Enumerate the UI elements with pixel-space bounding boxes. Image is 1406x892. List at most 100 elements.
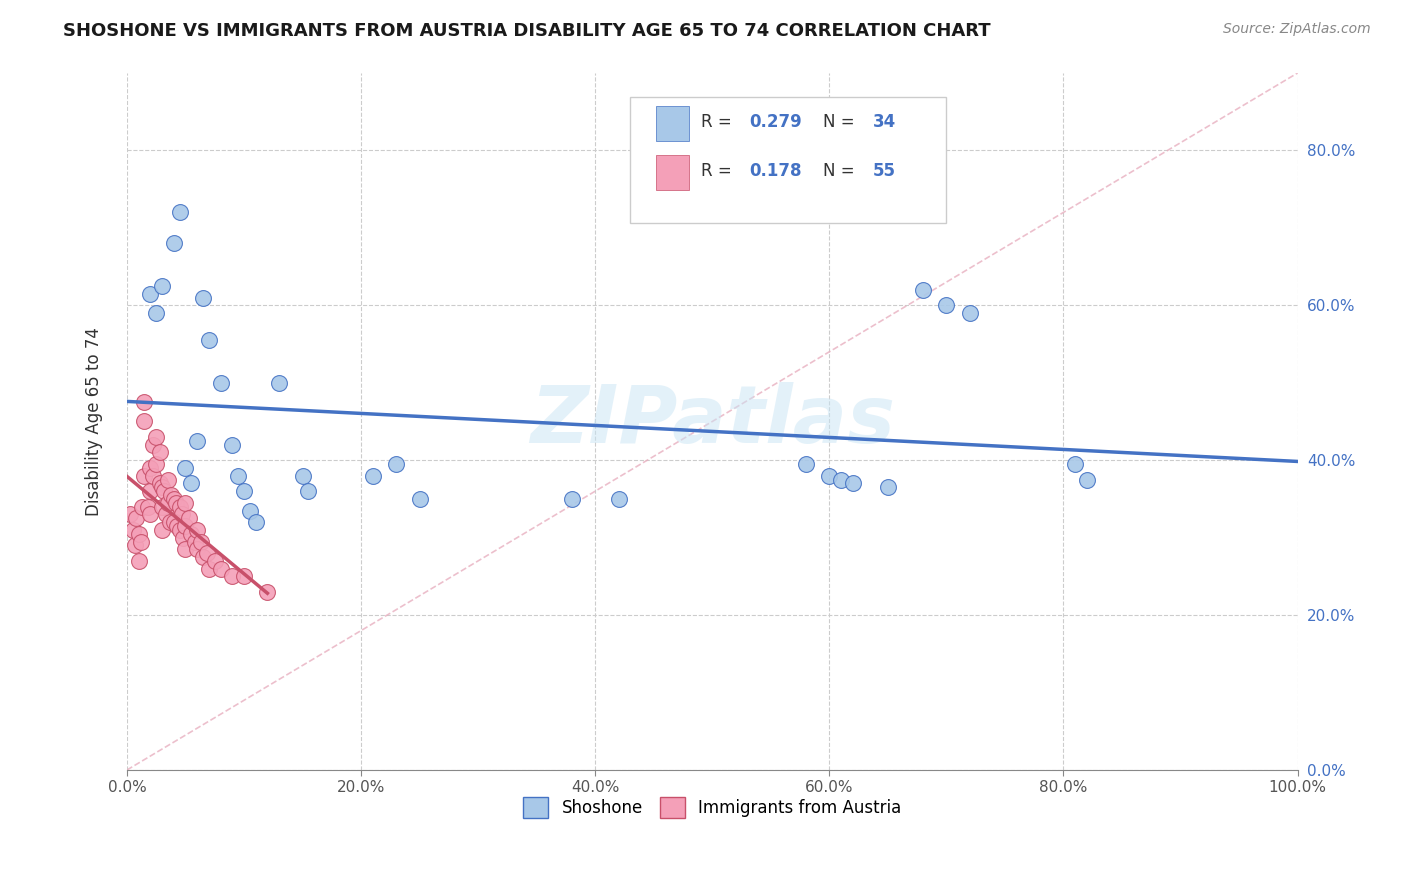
Point xyxy=(561,491,583,506)
FancyBboxPatch shape xyxy=(630,97,946,223)
Point xyxy=(186,434,208,448)
Y-axis label: Disability Age 65 to 74: Disability Age 65 to 74 xyxy=(86,327,103,516)
Point xyxy=(149,476,172,491)
Text: N =: N = xyxy=(824,161,860,179)
Point xyxy=(180,526,202,541)
Text: R =: R = xyxy=(700,112,737,131)
Point xyxy=(150,480,173,494)
Point xyxy=(121,523,143,537)
Point xyxy=(291,468,314,483)
Text: N =: N = xyxy=(824,112,860,131)
Point xyxy=(177,511,200,525)
Point xyxy=(153,484,176,499)
Point xyxy=(198,561,221,575)
Point xyxy=(150,279,173,293)
Point xyxy=(174,461,197,475)
Point xyxy=(149,445,172,459)
Point xyxy=(163,236,186,251)
Point xyxy=(959,306,981,320)
Point xyxy=(145,457,167,471)
Point xyxy=(830,473,852,487)
Bar xyxy=(657,155,689,190)
Point xyxy=(169,205,191,219)
Point xyxy=(134,395,156,409)
Point xyxy=(239,503,262,517)
Point xyxy=(174,496,197,510)
Point xyxy=(408,491,430,506)
Text: Source: ZipAtlas.com: Source: ZipAtlas.com xyxy=(1223,22,1371,37)
Text: 0.279: 0.279 xyxy=(749,112,803,131)
Point xyxy=(180,476,202,491)
Point xyxy=(134,468,156,483)
Point xyxy=(209,561,232,575)
Point xyxy=(156,496,179,510)
Point xyxy=(226,468,249,483)
Point xyxy=(124,538,146,552)
Point xyxy=(165,496,187,510)
Point xyxy=(170,508,193,522)
Point xyxy=(139,286,162,301)
Point xyxy=(204,554,226,568)
Point xyxy=(128,554,150,568)
Point xyxy=(163,515,186,529)
Point xyxy=(245,515,267,529)
Point xyxy=(142,438,165,452)
Point xyxy=(163,491,186,506)
Point xyxy=(120,508,142,522)
Text: 55: 55 xyxy=(873,161,896,179)
Point xyxy=(145,306,167,320)
Point xyxy=(131,500,153,514)
Text: ZIPatlas: ZIPatlas xyxy=(530,383,894,460)
Point xyxy=(184,534,207,549)
Text: 34: 34 xyxy=(873,112,896,131)
Point xyxy=(150,500,173,514)
Point xyxy=(269,376,291,390)
Point xyxy=(818,468,841,483)
Bar xyxy=(657,106,689,141)
Point xyxy=(155,508,177,522)
Point xyxy=(172,531,194,545)
Point xyxy=(191,549,214,564)
Point xyxy=(166,519,188,533)
Point xyxy=(1064,457,1087,471)
Point xyxy=(134,415,156,429)
Point xyxy=(139,461,162,475)
Legend: Shoshone, Immigrants from Austria: Shoshone, Immigrants from Austria xyxy=(516,790,908,824)
Point xyxy=(607,491,630,506)
Point xyxy=(361,468,384,483)
Point xyxy=(142,468,165,483)
Point xyxy=(160,488,183,502)
Point xyxy=(876,480,898,494)
Point xyxy=(159,515,181,529)
Point xyxy=(186,542,208,557)
Point xyxy=(221,438,243,452)
Point xyxy=(221,569,243,583)
Text: SHOSHONE VS IMMIGRANTS FROM AUSTRIA DISABILITY AGE 65 TO 74 CORRELATION CHART: SHOSHONE VS IMMIGRANTS FROM AUSTRIA DISA… xyxy=(63,22,991,40)
Point xyxy=(256,585,278,599)
Point xyxy=(191,291,214,305)
Point xyxy=(190,534,212,549)
Point xyxy=(174,519,197,533)
Point xyxy=(136,500,159,514)
Point xyxy=(209,376,232,390)
Point xyxy=(911,283,934,297)
Text: R =: R = xyxy=(700,161,737,179)
Point xyxy=(794,457,817,471)
Point xyxy=(1076,473,1098,487)
Point xyxy=(125,511,148,525)
Point xyxy=(186,523,208,537)
Point xyxy=(145,430,167,444)
Point xyxy=(233,484,256,499)
Point xyxy=(233,569,256,583)
Text: 0.178: 0.178 xyxy=(749,161,803,179)
Point xyxy=(139,508,162,522)
Point xyxy=(198,333,221,347)
Point xyxy=(128,526,150,541)
Point xyxy=(195,546,218,560)
Point xyxy=(935,298,957,312)
Point xyxy=(174,542,197,557)
Point xyxy=(169,500,191,514)
Point xyxy=(156,473,179,487)
Point xyxy=(297,484,319,499)
Point xyxy=(139,484,162,499)
